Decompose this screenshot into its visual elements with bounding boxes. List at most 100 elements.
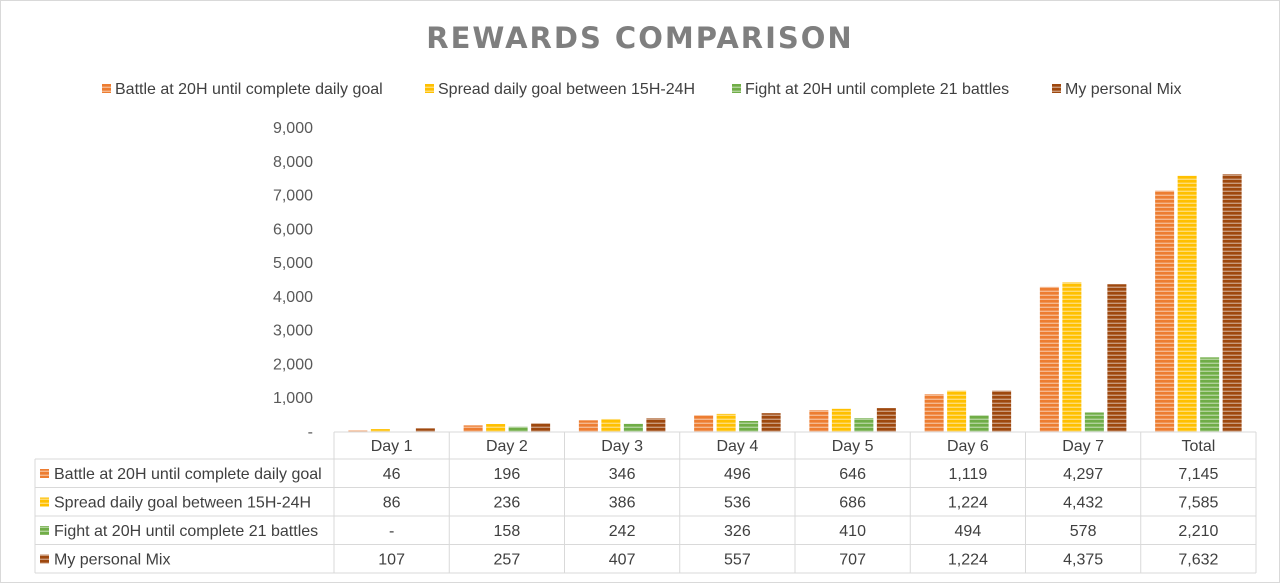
- legend-label-3: Fight at 20H until complete 21 battles: [745, 81, 1009, 98]
- bar-1-day-4: [694, 415, 714, 432]
- legend-swatch-1: [102, 84, 111, 93]
- data-label: 557: [724, 552, 751, 569]
- table-swatch-4: [40, 554, 49, 564]
- table-row-label-4: My personal Mix: [54, 552, 170, 569]
- data-label: 407: [609, 552, 636, 569]
- bar-2-day-5: [831, 408, 851, 432]
- bar-4-total: [1222, 174, 1242, 432]
- data-label: 578: [1070, 523, 1097, 540]
- data-label: 410: [839, 523, 866, 540]
- bar-2-total: [1177, 175, 1197, 432]
- data-label: 46: [383, 466, 401, 483]
- category-label: Day 5: [832, 438, 874, 455]
- table-row-label-1: Battle at 20H until complete daily goal: [54, 466, 322, 483]
- table-row-label-3: Fight at 20H until complete 21 battles: [54, 523, 318, 540]
- data-label: 7,632: [1178, 552, 1218, 569]
- bar-4-day-7: [1107, 284, 1127, 432]
- bar-1-day-7: [1039, 286, 1059, 432]
- table-swatch-2: [40, 497, 49, 507]
- category-label: Day 4: [716, 438, 758, 455]
- table-swatch-1: [40, 469, 49, 478]
- data-label: 86: [383, 495, 401, 512]
- table-swatch-3: [40, 526, 49, 535]
- bar-1-day-3: [578, 420, 598, 432]
- table-row-label-2: Spread daily goal between 15H-24H: [54, 495, 311, 512]
- category-label: Day 3: [601, 438, 643, 455]
- data-label: 646: [839, 466, 866, 483]
- data-label: 2,210: [1178, 523, 1218, 540]
- data-label: 707: [839, 552, 866, 569]
- y-tick-label: 8,000: [273, 154, 313, 171]
- y-tick-label: 5,000: [273, 255, 313, 272]
- bar-4-day-1: [415, 428, 435, 432]
- y-tick-label: 4,000: [273, 289, 313, 306]
- legend-label-1: Battle at 20H until complete daily goal: [115, 81, 383, 98]
- data-label: 196: [494, 466, 521, 483]
- bar-2-day-3: [601, 418, 621, 432]
- y-tick-label: 2,000: [273, 356, 313, 373]
- bar-2-day-7: [1062, 282, 1082, 432]
- legend-swatch-3: [732, 84, 741, 93]
- data-label: 386: [609, 495, 636, 512]
- data-label: 1,119: [948, 466, 987, 483]
- bar-2-day-6: [947, 390, 967, 432]
- bar-3-day-6: [969, 415, 989, 432]
- chart-title: REWARDS COMPARISON: [426, 21, 853, 55]
- legend-label-4: My personal Mix: [1065, 81, 1181, 98]
- data-label: 7,585: [1178, 495, 1218, 512]
- data-label: 158: [494, 523, 521, 540]
- legend-swatch-4: [1052, 84, 1061, 93]
- legend-label-2: Spread daily goal between 15H-24H: [438, 81, 695, 98]
- data-label: 242: [609, 523, 636, 540]
- bar-1-day-5: [809, 410, 829, 432]
- bar-3-day-7: [1084, 412, 1104, 432]
- bar-4-day-2: [531, 423, 551, 432]
- data-label: -: [389, 523, 394, 540]
- bar-2-day-2: [486, 424, 506, 432]
- bars: [348, 174, 1242, 432]
- bar-4-day-4: [761, 413, 781, 432]
- data-label: 107: [378, 552, 405, 569]
- y-tick-label: 1,000: [273, 390, 313, 407]
- data-label: 326: [724, 523, 751, 540]
- data-label: 346: [609, 466, 636, 483]
- data-label: 4,297: [1063, 466, 1103, 483]
- data-label: 494: [955, 523, 982, 540]
- bar-3-day-3: [623, 423, 643, 432]
- y-tick-label: 3,000: [273, 323, 313, 340]
- data-label: 4,375: [1063, 552, 1103, 569]
- category-label: Day 2: [486, 438, 528, 455]
- category-label: Day 6: [947, 438, 989, 455]
- y-tick-label: 9,000: [273, 120, 313, 137]
- bar-1-day-2: [463, 425, 483, 432]
- data-label: 686: [839, 495, 866, 512]
- bar-3-day-5: [854, 418, 874, 432]
- data-label: 4,432: [1063, 495, 1103, 512]
- y-tick-label: 7,000: [273, 188, 313, 205]
- data-label: 1,224: [948, 552, 988, 569]
- y-tick-label: 6,000: [273, 221, 313, 238]
- bar-4-day-5: [876, 408, 896, 432]
- bar-3-day-4: [739, 420, 759, 432]
- bar-2-day-1: [370, 429, 390, 432]
- category-label: Day 1: [371, 438, 413, 455]
- bar-3-day-2: [508, 426, 528, 432]
- bar-1-total: [1155, 190, 1175, 432]
- data-label: 236: [494, 495, 521, 512]
- bar-4-day-6: [992, 390, 1012, 432]
- data-label: 536: [724, 495, 751, 512]
- bar-2-day-4: [716, 413, 736, 432]
- bar-1-day-6: [924, 394, 944, 432]
- data-label: 1,224: [948, 495, 988, 512]
- bar-3-total: [1200, 357, 1220, 432]
- y-axis: - 1,000 2,000 3,000 4,000 5,000 6,000 7,000 8,00…: [273, 120, 313, 441]
- data-table: Day 1 Day 2 Day 3 Day 4 Day 5 Day 6 Day 7 Total…: [34, 431, 1257, 574]
- data-label: 7,145: [1178, 466, 1218, 483]
- data-label: 496: [724, 466, 751, 483]
- category-label: Day 7: [1062, 438, 1104, 455]
- category-label: Total: [1181, 438, 1215, 455]
- y-tick-label: -: [308, 424, 313, 441]
- data-label: 257: [494, 552, 521, 569]
- legend-swatch-2: [425, 84, 434, 93]
